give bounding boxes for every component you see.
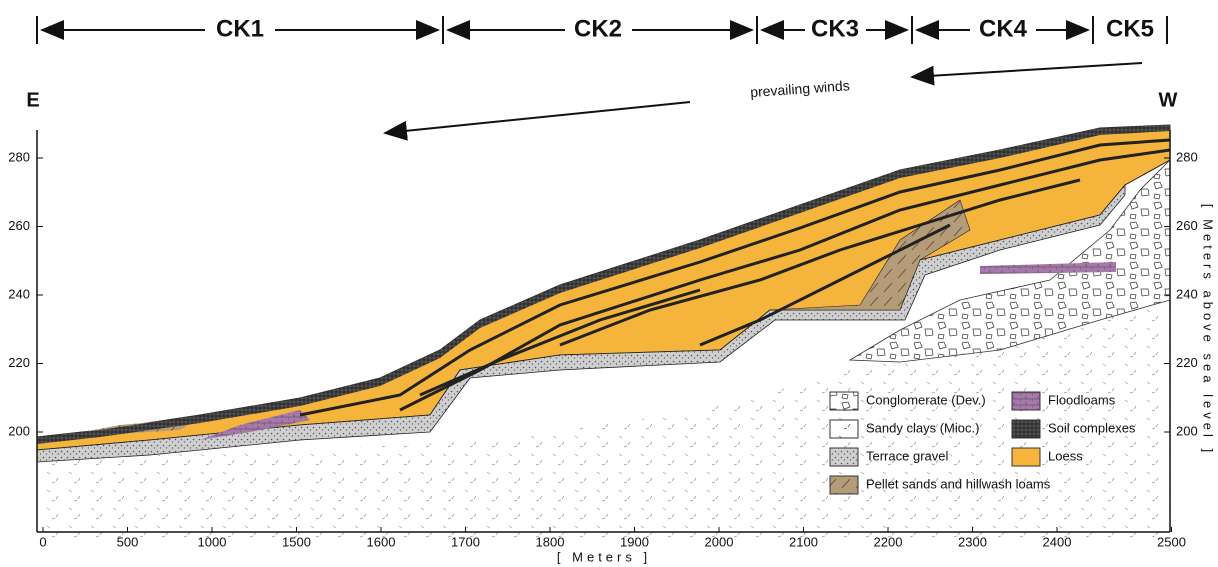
y-tick-label: 280 [8,149,30,164]
legend: Conglomerate (Dev.) Floodloams Sandy cla… [829,391,1136,495]
x-tick-label: 500 [117,534,139,549]
y-tick-label: 280 [1176,149,1198,164]
x-tick-label: 1000 [198,534,227,549]
x-tick-label: 1700 [451,534,480,549]
west-label: W [1159,89,1178,111]
wind-arrow [910,62,1143,86]
section-label: CK2 [574,15,622,42]
x-tick-label: 0 [39,534,46,549]
legend-swatch [1011,447,1041,467]
legend-label: Pellet sands and hillwash loams [866,476,1051,491]
east-label: E [26,89,39,111]
legend-label: Terrace gravel [866,448,948,463]
floodloams [980,262,1116,274]
floodloams [200,410,310,440]
legend-swatch [1011,391,1041,411]
wind-label: prevailing winds [750,77,850,100]
pellet-sands [719,199,971,351]
conglomerate [848,159,1171,363]
x-tick-label: 2400 [1043,534,1072,549]
x-tick-label: 1600 [367,534,396,549]
legend-label: Soil complexes [1048,420,1136,435]
geology [36,124,1171,540]
soil-bands [299,138,1171,417]
legend-swatch [829,447,859,467]
y-tick-label: 240 [1176,286,1198,301]
x-tick-label: 1500 [282,534,311,549]
legend-swatch [829,475,859,495]
legend-label: Loess [1048,448,1083,463]
y-tick-label: 220 [8,355,30,370]
y-tick-label: 200 [8,423,30,438]
x-tick-label: 2200 [874,534,903,549]
section-label: CK5 [1106,15,1154,42]
x-tick-label: 2000 [705,534,734,549]
section-label: CK3 [811,15,859,42]
legend-label: Conglomerate (Dev.) [866,392,986,407]
legend-label: Floodloams [1048,392,1116,407]
terrace-gravel [36,183,1126,463]
x-ticks: 0 500 1000 1500 1600 1700 1800 1900 2000 2100 2200… [39,527,1186,549]
x-tick-label: 2300 [958,534,987,549]
section-label: CK4 [979,15,1028,42]
x-axis-label: [ Meters ] [557,549,651,564]
legend-swatch [829,391,859,411]
x-tick-label: 1800 [536,534,565,549]
section-bar: CK1 CK2 CK3 CK4 CK5 [36,15,1168,44]
x-tick-label: 2100 [789,534,818,549]
legend-swatch [1011,419,1041,439]
y-tick-label: 200 [1176,423,1198,438]
sandy-clays [37,160,1170,540]
y-tick-label: 260 [1176,218,1198,233]
y-axis-label: [ Meters above sea level ] [1201,204,1216,456]
y-tick-label: 260 [8,218,30,233]
x-tick-label: 1900 [620,534,649,549]
axes [36,130,1171,533]
y-tick-label: 240 [8,286,30,301]
y-tick-label: 220 [1176,355,1198,370]
section-label: CK1 [216,15,264,42]
wind-arrow [383,101,691,141]
y-ticks: 280 280 260 260 240 240 220 220 200 200 [8,149,1197,438]
x-tick-label: 2500 [1157,534,1186,549]
legend-label: Sandy clays (Mioc.) [866,420,979,435]
legend-swatch [829,419,859,439]
